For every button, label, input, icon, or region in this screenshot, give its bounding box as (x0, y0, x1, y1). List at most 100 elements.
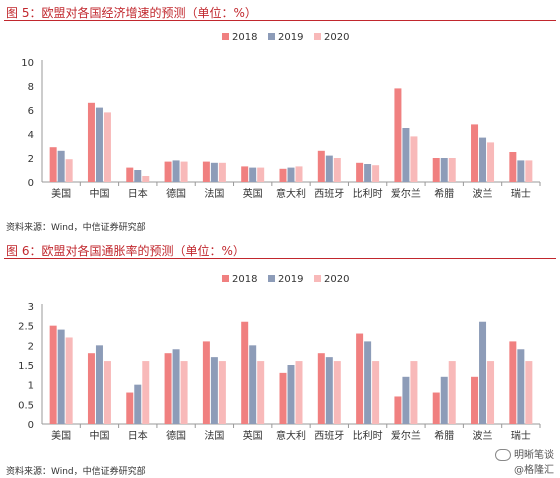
bar-2019-6 (287, 167, 295, 182)
bar-2019-0 (57, 329, 65, 424)
bar-2018-11 (471, 376, 479, 424)
bar-2020-8 (372, 165, 380, 182)
bar-2018-2 (126, 392, 134, 424)
bar-2020-7 (333, 158, 341, 182)
figure-5-title: 图 5：欧盟对各国经济增速的预测（单位：%） (6, 6, 257, 20)
x-tick-label: 中国 (89, 429, 109, 442)
bar-2018-1 (87, 353, 95, 424)
bar-2018-1 (87, 102, 95, 182)
x-tick-label: 德国 (166, 187, 186, 200)
y-tick-label: 4 (28, 130, 34, 141)
bar-2019-1 (95, 107, 103, 182)
bar-2020-3 (180, 361, 188, 424)
y-tick-label: 3 (28, 302, 34, 313)
legend-label-2019: 2019 (278, 32, 303, 43)
y-tick-label: 0 (28, 420, 34, 431)
y-tick-label: 0.5 (18, 400, 34, 411)
bar-2020-12 (525, 160, 533, 182)
bar-2020-11 (487, 142, 495, 182)
y-tick-label: 2 (28, 341, 34, 352)
y-tick-label: 1 (28, 381, 34, 392)
bar-2019-2 (134, 384, 142, 424)
bar-2018-7 (317, 150, 325, 182)
bar-2018-8 (356, 333, 364, 424)
bar-2018-8 (356, 162, 364, 182)
x-tick-label: 波兰 (473, 429, 493, 442)
x-tick-label: 爱尔兰 (391, 187, 421, 200)
bar-2019-5 (249, 167, 257, 182)
bar-2018-5 (241, 321, 249, 424)
bar-2019-5 (249, 345, 257, 424)
bar-2020-2 (142, 361, 150, 424)
y-tick-label: 2 (28, 154, 34, 165)
bar-2020-12 (525, 361, 533, 424)
bar-2020-9 (410, 361, 418, 424)
bar-2019-2 (134, 170, 142, 182)
bar-2020-5 (257, 167, 265, 182)
bar-2018-2 (126, 167, 134, 182)
x-tick-label: 日本 (128, 187, 148, 200)
bar-2019-7 (325, 155, 333, 182)
bar-2018-3 (164, 353, 172, 424)
watermark-line1: 明晰笔谈 (514, 450, 554, 461)
bar-2018-5 (241, 166, 249, 182)
bar-2020-2 (142, 176, 150, 182)
y-tick-label: 10 (21, 58, 34, 69)
bar-2019-12 (517, 349, 525, 424)
bar-2019-0 (57, 150, 65, 182)
bar-2018-12 (509, 152, 517, 182)
x-tick-label: 美国 (51, 429, 71, 442)
bar-2018-11 (471, 124, 479, 182)
bar-2020-10 (448, 158, 456, 182)
bar-2019-3 (172, 160, 180, 182)
bar-2019-4 (210, 357, 218, 424)
x-tick-label: 西班牙 (314, 430, 344, 442)
bar-2018-9 (394, 88, 402, 182)
figure-5-title-rule (4, 20, 556, 21)
bar-2019-10 (440, 376, 448, 424)
bar-2020-11 (487, 361, 495, 424)
bar-2020-10 (448, 361, 456, 424)
x-tick-label: 英国 (243, 187, 263, 200)
bar-2020-5 (257, 361, 265, 424)
figure-6-title: 图 6：欧盟对各国通胀率的预测（单位：%） (6, 244, 245, 258)
legend-label-2019: 2019 (278, 274, 303, 285)
legend-swatch-2018 (222, 275, 229, 282)
x-tick-label: 意大利 (276, 187, 306, 200)
bar-2018-4 (202, 341, 210, 424)
bar-2020-1 (103, 112, 111, 182)
x-tick-label: 比利时 (353, 430, 383, 442)
bar-2018-12 (509, 341, 517, 424)
y-tick-label: 1.5 (18, 361, 34, 372)
x-tick-label: 意大利 (276, 429, 306, 442)
bar-2018-4 (202, 161, 210, 182)
growth-forecast-chart: 2018 2019 2020 0 2 4 6 8 10 美国 中国 日本 德国 法国 英国 意大利 西班牙 比利时… (21, 32, 541, 200)
bar-2018-10 (432, 392, 440, 424)
y-tick-label: 0 (28, 178, 34, 189)
bar-2020-4 (218, 361, 226, 424)
bar-2019-9 (402, 128, 410, 182)
bar-2019-12 (517, 160, 525, 182)
bar-2020-0 (65, 337, 73, 424)
bar-2020-9 (410, 136, 418, 182)
legend-swatch-2019 (268, 33, 275, 40)
wechat-icon (495, 449, 511, 461)
x-tick-label: 美国 (51, 187, 71, 200)
figure-6-title-rule (4, 258, 556, 259)
x-tick-label: 法国 (204, 429, 224, 442)
inflation-forecast-chart: 2018 2019 2020 0 0.5 1 1.5 2 2.5 3 美国 中国 日本 德国 法国 英国 意大利… (18, 274, 541, 442)
bar-2020-8 (372, 361, 380, 424)
bar-2018-0 (49, 147, 57, 182)
bar-2019-3 (172, 349, 180, 424)
x-tick-label: 波兰 (473, 187, 493, 200)
x-tick-label: 法国 (204, 187, 224, 200)
bar-2020-7 (333, 361, 341, 424)
bar-2020-0 (65, 159, 73, 182)
bar-2019-4 (210, 162, 218, 182)
bar-2020-4 (218, 162, 226, 182)
bar-2018-7 (317, 353, 325, 424)
bar-2018-9 (394, 396, 402, 424)
legend-label-2018: 2018 (232, 32, 257, 43)
legend-swatch-2019 (268, 275, 275, 282)
bar-2018-6 (279, 168, 287, 182)
